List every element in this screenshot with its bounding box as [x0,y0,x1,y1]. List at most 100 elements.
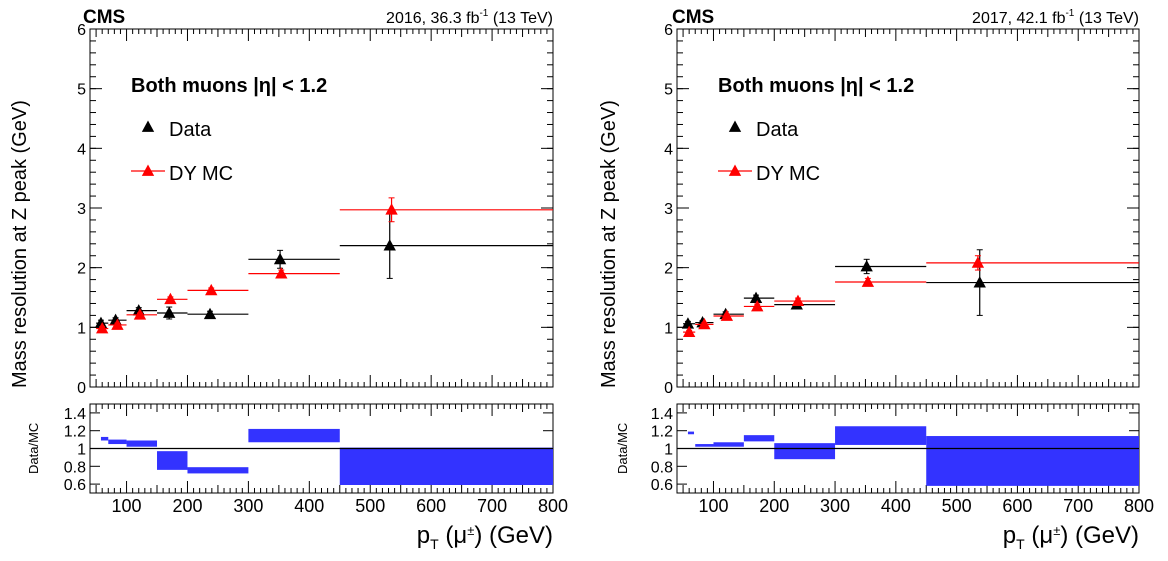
data-point-dymc [385,203,398,215]
data-point-dymc [791,294,805,306]
ratio-band [187,467,249,474]
ratio-band [248,428,340,443]
data-point-dymc [698,317,711,330]
x-axis-label: pT (μ±) (GeV) [417,522,553,552]
ratio-band [100,436,109,441]
legend: Data DY MC [169,119,233,185]
x-tick-label: 400 [294,496,324,516]
ratio-band [695,444,714,447]
y-tick-label: 4 [664,141,673,158]
ratio-band [126,440,158,447]
legend-dymc-label: DY MC [756,163,820,185]
y-axis-label: Mass resolution at Z peak (GeV) [9,100,31,388]
ratio-y-tick-label: 0.8 [64,459,86,476]
ratio-band [835,426,927,445]
y-tick-label: 6 [77,22,86,39]
x-tick-label: 100 [112,496,142,516]
ratio-band [743,435,775,442]
ratio-y-axis-label: Data/MC [26,423,41,474]
data-point-dymc [971,256,985,268]
y-axis-label: Mass resolution at Z peak (GeV) [598,100,620,388]
cms-label: CMS [83,7,125,28]
legend-marker [141,164,155,176]
data-point-data [273,252,287,265]
ratio-band [926,436,1139,486]
data-point-dymc [133,308,147,320]
lumi-label: 2016, 36.3 fb-1 (13 TeV) [386,8,553,27]
legend-data-label: Data [169,119,212,141]
x-tick-label: 500 [355,496,385,516]
ratio-y-tick-label: 1.4 [651,406,673,423]
x-tick-label: 400 [881,496,911,516]
y-tick-label: 6 [664,22,673,39]
data-point-dymc [164,292,177,305]
data-point-data [749,291,763,303]
y-tick-label: 1 [77,320,86,337]
x-tick-label: 700 [1063,496,1093,516]
x-tick-label: 800 [538,496,568,516]
data-point-dymc [275,267,288,279]
y-tick-label: 3 [664,201,673,218]
legend-marker [141,120,155,132]
ratio-y-tick-label: 0.8 [651,459,673,476]
x-tick-label: 500 [942,496,972,516]
y-tick-label: 1 [664,320,673,337]
x-tick-label: 700 [477,496,507,516]
lumi-label: 2017, 42.1 fb-1 (13 TeV) [972,8,1139,27]
selection-label: Both muons |η| < 1.2 [718,75,914,97]
x-tick-label: 800 [1124,496,1154,516]
data-point-dymc [682,325,696,337]
y-tick-label: 3 [77,201,86,218]
x-axis-label: pT (μ±) (GeV) [1003,522,1139,552]
data-point-data [973,276,986,288]
panel-2016: CMS 2016, 36.3 fb-1 (13 TeV) Both muons … [9,7,568,552]
x-tick-label: 600 [416,496,446,516]
legend-marker [728,164,742,176]
ratio-band [108,439,127,445]
ratio-y-axis-label: Data/MC [615,423,630,474]
data-point-data [203,307,217,320]
ratio-band [774,443,836,460]
x-tick-label: 100 [698,496,728,516]
data-point-data [163,306,176,318]
legend-data-label: Data [756,119,799,141]
x-tick-label: 200 [759,496,789,516]
data-point-data [681,317,695,329]
data-point-dymc [205,283,218,296]
y-tick-label: 5 [77,82,86,99]
ratio-y-tick-label: 1.4 [64,406,86,423]
y-tick-label: 5 [664,82,673,99]
data-point-dymc [96,322,109,334]
ratio-y-tick-label: 1.2 [651,424,673,441]
data-point-dymc [111,318,124,330]
y-tick-label: 0 [77,380,86,397]
ratio-band [687,431,695,435]
data-point-data [860,259,873,272]
legend: Data DY MC [756,119,820,185]
data-point-data [383,239,396,251]
ratio-y-tick-label: 1 [664,442,673,459]
ratio-band [339,447,553,485]
y-tick-label: 0 [664,380,673,397]
ratio-band [713,442,744,447]
ratio-y-tick-label: 0.6 [64,477,86,494]
ratio-band [157,451,188,470]
data-point-dymc [751,299,764,312]
ratio-y-tick-label: 1.2 [64,424,86,441]
y-tick-label: 4 [77,141,86,158]
data-point-data [94,316,108,329]
ratio-y-tick-label: 1 [77,442,86,459]
legend-dymc-label: DY MC [169,163,233,185]
ratio-y-tick-label: 0.6 [651,477,673,494]
y-tick-label: 2 [77,261,86,278]
cms-label: CMS [672,7,714,28]
x-tick-label: 300 [820,496,850,516]
legend-marker [728,120,742,132]
x-tick-label: 600 [1002,496,1032,516]
x-tick-label: 300 [233,496,263,516]
x-tick-label: 200 [172,496,202,516]
data-point-dymc [861,275,875,287]
selection-label: Both muons |η| < 1.2 [131,75,327,97]
